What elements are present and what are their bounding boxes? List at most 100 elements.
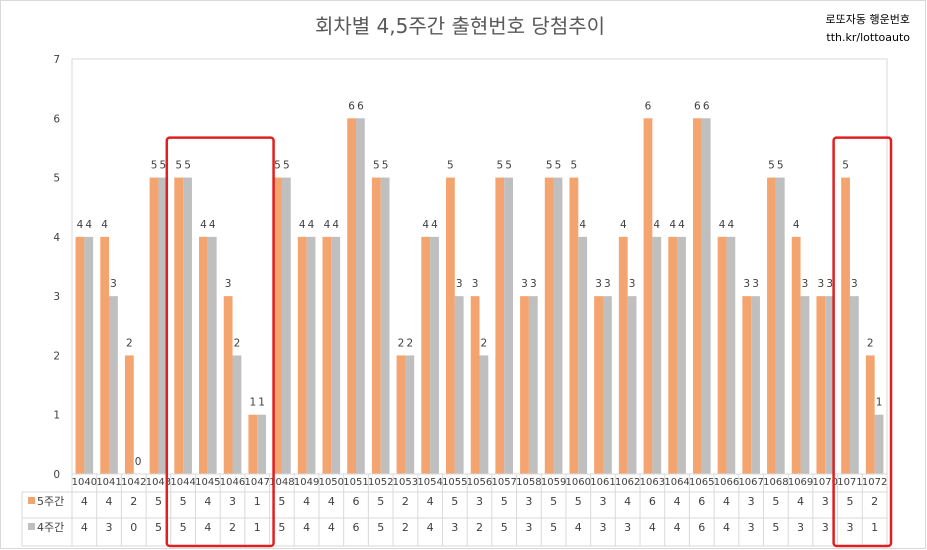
y-tick-label: 3 xyxy=(53,291,60,303)
x-category-label: 1050 xyxy=(319,477,344,488)
bar-4weeks xyxy=(528,296,538,474)
table-cell-4weeks: 5 xyxy=(278,521,285,534)
bar-4weeks xyxy=(701,118,711,475)
bar-4weeks xyxy=(652,236,662,474)
bar-4weeks xyxy=(627,296,637,474)
bar-5weeks xyxy=(668,236,678,474)
data-label-5weeks: 5 xyxy=(151,160,158,172)
bar-4weeks xyxy=(257,414,267,474)
data-label-5weeks: 3 xyxy=(743,278,750,290)
table-cell-5weeks: 4 xyxy=(797,495,804,508)
table-cell-4weeks: 3 xyxy=(624,521,631,534)
bar-4weeks xyxy=(825,296,835,474)
bar-5weeks xyxy=(742,296,752,474)
x-category-label: 1068 xyxy=(763,477,788,488)
y-tick-label: 0 xyxy=(53,469,60,481)
table-cell-5weeks: 4 xyxy=(624,495,631,508)
table-cell-5weeks: 5 xyxy=(155,495,162,508)
table-cell-4weeks: 3 xyxy=(846,521,853,534)
bar-5weeks xyxy=(124,355,134,474)
data-label-5weeks: 5 xyxy=(571,160,578,172)
x-category-label: 1065 xyxy=(689,477,714,488)
x-category-label: 1064 xyxy=(664,477,689,488)
bar-5weeks xyxy=(396,355,406,474)
table-cell-4weeks: 2 xyxy=(229,521,236,534)
bar-4weeks xyxy=(849,296,859,474)
bar-5weeks xyxy=(223,296,233,474)
bar-5weeks xyxy=(248,414,258,474)
bar-4weeks xyxy=(578,236,588,474)
table-cell-5weeks: 1 xyxy=(254,495,261,508)
table-cell-5weeks: 5 xyxy=(278,495,285,508)
x-category-label: 1044 xyxy=(170,477,195,488)
bar-layer xyxy=(75,118,884,475)
bar-4weeks xyxy=(356,118,365,475)
data-label-4weeks: 5 xyxy=(283,160,290,172)
table-cell-4weeks: 4 xyxy=(81,521,88,534)
data-label-4weeks: 3 xyxy=(752,278,759,290)
data-label-4weeks: 3 xyxy=(629,278,636,290)
table-cell-5weeks: 5 xyxy=(451,495,458,508)
data-label-5weeks: 4 xyxy=(719,219,726,231)
data-label-4weeks: 6 xyxy=(703,100,710,112)
table-cell-4weeks: 3 xyxy=(525,521,532,534)
bar-4weeks xyxy=(677,236,686,474)
bar-4weeks xyxy=(800,296,810,474)
table-cell-4weeks: 5 xyxy=(180,521,187,534)
x-category-label: 1063 xyxy=(640,477,665,488)
x-category-label: 1054 xyxy=(417,477,442,488)
data-label-5weeks: 4 xyxy=(101,219,108,231)
bar-4weeks xyxy=(775,177,785,475)
table-cell-5weeks: 5 xyxy=(377,495,384,508)
legend-label: 5주간 xyxy=(37,495,64,508)
bar-5weeks xyxy=(100,236,110,474)
chart-title: 회차별 4,5주간 출현번호 당첨추이 xyxy=(315,14,605,38)
data-label-4weeks: 4 xyxy=(728,219,735,231)
table-cell-5weeks: 2 xyxy=(130,495,137,508)
data-label-5weeks: 6 xyxy=(348,100,355,112)
table-cell-4weeks: 4 xyxy=(427,521,434,534)
table-cell-4weeks: 3 xyxy=(106,521,113,534)
data-label-5weeks: 2 xyxy=(398,337,405,349)
bar-5weeks xyxy=(618,236,628,474)
bar-5weeks xyxy=(594,296,603,474)
data-label-5weeks: 6 xyxy=(694,100,701,112)
table-cell-5weeks: 3 xyxy=(599,495,606,508)
table-cell-5weeks: 2 xyxy=(402,495,409,508)
bar-4weeks xyxy=(479,355,489,474)
table-cell-4weeks: 0 xyxy=(130,521,137,534)
bar-5weeks xyxy=(421,236,431,474)
data-label-5weeks: 3 xyxy=(225,278,232,290)
x-category-label: 1069 xyxy=(788,477,813,488)
bar-4weeks xyxy=(553,177,563,475)
y-tick-label: 1 xyxy=(53,410,60,422)
data-label-4weeks: 3 xyxy=(802,278,809,290)
highlight-box xyxy=(165,136,275,548)
y-tick-label: 5 xyxy=(53,173,60,185)
bar-5weeks xyxy=(174,177,184,475)
data-label-5weeks: 4 xyxy=(200,219,207,231)
x-category-label: 1045 xyxy=(195,477,220,488)
table-cell-5weeks: 4 xyxy=(81,495,88,508)
table-cell-4weeks: 3 xyxy=(822,521,829,534)
table-cell-5weeks: 5 xyxy=(575,495,582,508)
bar-4weeks xyxy=(158,177,168,475)
data-label-4weeks: 3 xyxy=(826,278,833,290)
data-label-5weeks: 3 xyxy=(818,278,825,290)
table-cell-5weeks: 5 xyxy=(550,495,557,508)
table-cell-4weeks: 2 xyxy=(476,521,483,534)
bar-5weeks xyxy=(544,177,554,475)
x-category-label: 1053 xyxy=(393,477,418,488)
x-category-label: 1049 xyxy=(294,477,319,488)
table-cell-4weeks: 5 xyxy=(377,521,384,534)
bar-4weeks xyxy=(183,177,192,475)
bar-5weeks xyxy=(569,177,579,475)
data-label-5weeks: 4 xyxy=(669,219,676,231)
table-cell-5weeks: 3 xyxy=(229,495,236,508)
table-cell-4weeks: 4 xyxy=(674,521,681,534)
data-label-4weeks: 4 xyxy=(209,219,216,231)
x-category-label: 1052 xyxy=(368,477,393,488)
x-category-label: 1066 xyxy=(714,477,739,488)
